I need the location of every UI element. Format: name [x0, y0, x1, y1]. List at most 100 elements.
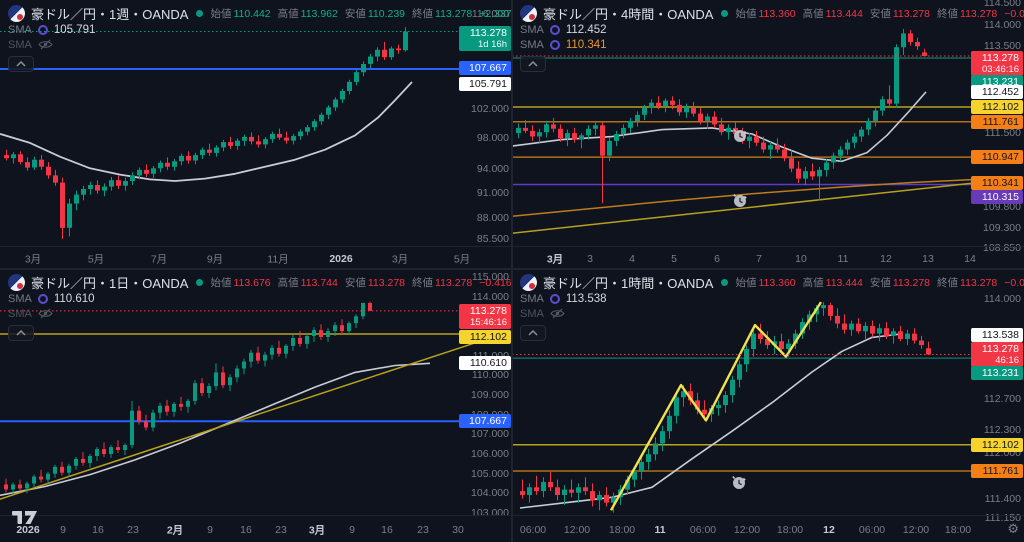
time-label: 9: [349, 523, 355, 536]
time-label: 2026: [16, 523, 40, 536]
eye-hidden-icon[interactable]: [550, 308, 565, 319]
chart-panel-4hour[interactable]: 114.500 114.000 113.500 111.500 109.800 109.3…: [512, 0, 1024, 269]
collapse-legend-button[interactable]: [520, 56, 546, 72]
indicator-value: 110.341: [565, 38, 607, 51]
indicator-label[interactable]: SMA: [520, 38, 544, 51]
indicator-ring-icon: [37, 293, 48, 304]
eye-hidden-icon[interactable]: [38, 39, 53, 50]
collapse-legend-button[interactable]: [8, 325, 34, 341]
change-value: −0.080 (−0.07%): [1004, 7, 1024, 20]
time-label: 16: [240, 523, 252, 536]
change-value: +2.337 (+2.11%): [479, 7, 512, 20]
panel-divider-vertical[interactable]: [511, 0, 513, 542]
sma-line-orange: [512, 178, 983, 218]
indicator-value: 113.538: [565, 292, 607, 305]
time-label: 9: [60, 523, 66, 536]
indicator-label[interactable]: SMA: [520, 292, 544, 305]
chart-panel-weekly[interactable]: 116.000 111.000 102.000 98.000 94.000 91.000 8…: [0, 0, 512, 269]
time-label: 6: [714, 252, 720, 265]
settings-gear-icon[interactable]: ⚙: [1007, 522, 1019, 537]
candles[interactable]: [516, 29, 927, 204]
indicator-value: 112.452: [565, 23, 607, 36]
time-label: 5月: [87, 253, 105, 265]
time-label: 9月: [206, 253, 224, 265]
indicator-label[interactable]: SMA: [8, 23, 32, 36]
indicator-label[interactable]: SMA: [8, 292, 32, 305]
chart-panel-daily[interactable]: 115.000 114.000 111.000 110.000 109.000 108.0…: [0, 269, 512, 542]
candles[interactable]: [4, 27, 408, 239]
time-label: 12: [823, 523, 835, 536]
candles[interactable]: [4, 301, 372, 495]
chart-plot[interactable]: [512, 0, 1024, 246]
candles[interactable]: [520, 302, 931, 513]
ohlc-values: 始値 113.360 高値 113.444 安値 113.278 終値 113.278 …: [735, 6, 1024, 21]
time-axis[interactable]: 06:00 12:00 18:00 11 06:00 12:00 18:00 12 06:00 1…: [512, 515, 1024, 542]
indicator-ring-icon: [549, 24, 560, 35]
time-label: 14: [964, 252, 976, 265]
market-status-icon: [721, 10, 729, 17]
time-label: 12:00: [733, 523, 761, 536]
change-value: −0.416 (−0.37%): [479, 276, 512, 289]
change-value: −0.080 (−0.07%): [1004, 276, 1024, 289]
time-label: 9: [207, 523, 213, 536]
symbol-title[interactable]: 豪ドル／円・1日・OANDA: [31, 276, 189, 291]
eye-hidden-icon[interactable]: [38, 308, 53, 319]
chart-plot[interactable]: [0, 269, 512, 515]
indicator-label[interactable]: SMA: [8, 38, 32, 51]
time-label: 2月: [166, 524, 184, 536]
time-label: 18:00: [776, 523, 804, 536]
symbol-title[interactable]: 豪ドル／円・1週・OANDA: [31, 7, 189, 22]
time-label: 10: [795, 252, 807, 265]
alert-icon[interactable]: [732, 476, 746, 489]
symbol-logo-icon: [8, 5, 25, 22]
trendline-yellow: [0, 341, 479, 500]
collapse-legend-button[interactable]: [520, 325, 546, 341]
indicator-value: 110.610: [53, 292, 95, 305]
time-label: 23: [417, 523, 429, 536]
time-label: 11: [654, 523, 666, 536]
time-label: 18:00: [608, 523, 636, 536]
time-label: 23: [275, 523, 287, 536]
chart-panel-1hour[interactable]: 114.000 112.700 112.300 112.000 111.400 111.1…: [512, 269, 1024, 542]
time-label: 3月: [391, 253, 409, 265]
time-label: 12: [880, 252, 892, 265]
market-status-icon: [196, 10, 204, 17]
time-label: 3月: [24, 253, 42, 265]
ohlc-values: 始値 110.442 高値 113.962 安値 110.239 終値 113.278 …: [210, 6, 512, 21]
chart-plot[interactable]: [0, 0, 512, 246]
time-axis[interactable]: 2026 9 16 23 2月 9 16 23 3月 9 16 23 30: [0, 515, 512, 542]
time-label: 13: [922, 252, 934, 265]
time-label: 3月: [308, 524, 326, 536]
zigzag-line: [609, 301, 823, 511]
time-label: 11: [837, 252, 849, 265]
sma-line-white: [0, 81, 413, 182]
tradingview-logo[interactable]: [12, 510, 39, 530]
alert-icon[interactable]: [733, 194, 747, 207]
indicator-label[interactable]: SMA: [520, 307, 544, 320]
time-label: 2026: [329, 252, 353, 265]
collapse-legend-button[interactable]: [8, 56, 34, 72]
trendline-yellow: [512, 181, 983, 235]
indicator-ring-icon: [37, 24, 48, 35]
ohlc-values: 始値 113.676 高値 113.744 安値 113.278 終値 113.278 …: [210, 275, 512, 290]
indicator-label[interactable]: SMA: [520, 23, 544, 36]
panel-divider-horizontal[interactable]: [0, 268, 1024, 270]
symbol-logo-icon: [520, 274, 537, 291]
time-axis[interactable]: 3月 3 4 5 6 7 10 11 12 13 14: [512, 246, 1024, 269]
time-label: 12:00: [563, 523, 591, 536]
sma-line-white: [512, 91, 927, 163]
time-label: 4: [629, 252, 635, 265]
time-label: 7月: [150, 253, 168, 265]
symbol-title[interactable]: 豪ドル／円・1時間・OANDA: [543, 276, 714, 291]
time-axis[interactable]: 3月 5月 7月 9月 11月 2026 3月 5月: [0, 246, 512, 269]
alert-icon[interactable]: [733, 129, 747, 142]
symbol-title[interactable]: 豪ドル／円・4時間・OANDA: [543, 7, 714, 22]
time-label: 30: [452, 523, 464, 536]
symbol-logo-icon: [8, 274, 25, 291]
chart-legend: 豪ドル／円・1週・OANDA 始値 110.442 高値 113.962 安値 110…: [8, 5, 512, 72]
indicator-label[interactable]: SMA: [8, 307, 32, 320]
time-label: 3: [587, 252, 593, 265]
chart-legend: 豪ドル／円・1日・OANDA 始値 113.676 高値 113.744 安値 113…: [8, 274, 512, 341]
chart-plot[interactable]: [512, 269, 1024, 515]
